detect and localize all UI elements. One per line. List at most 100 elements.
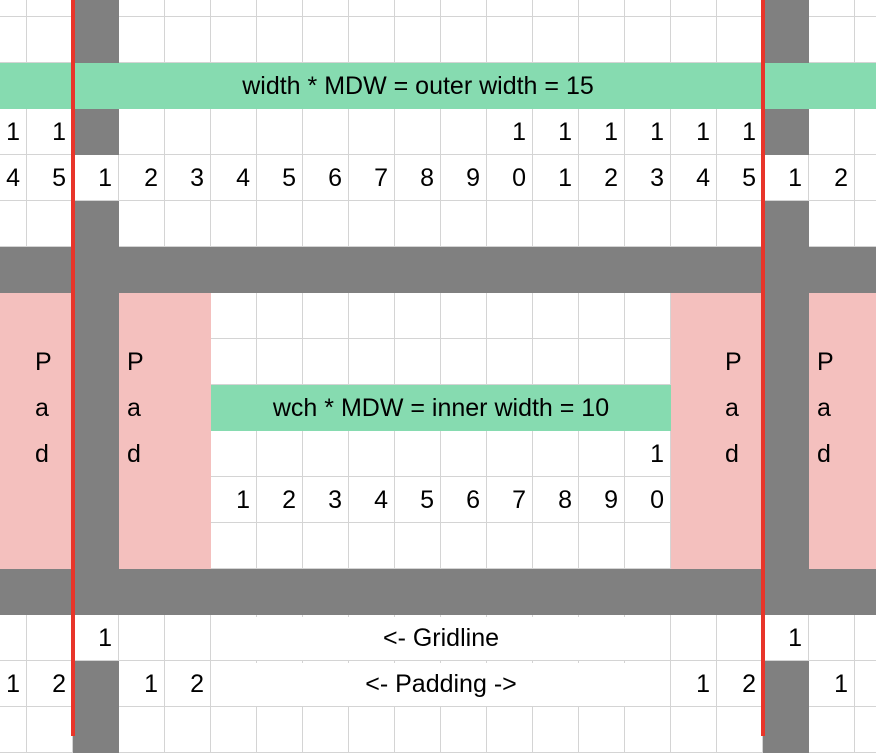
left-boundary-line [71, 0, 75, 736]
padding-label-cell: a [127, 394, 141, 422]
column-number-cell: 2 [52, 670, 66, 698]
column-number-cell: 2 [190, 670, 204, 698]
column-number-cell: 5 [52, 164, 66, 192]
inner-width-band [211, 385, 671, 431]
column-number-cell: 5 [420, 486, 434, 514]
merged-cell [212, 663, 670, 706]
right-boundary-line [761, 0, 765, 736]
merged-cell [212, 617, 670, 660]
column-number-cell: 1 [834, 670, 848, 698]
column-number-cell: 1 [236, 486, 250, 514]
column-number-cell: 2 [282, 486, 296, 514]
padding-label-cell: d [817, 440, 831, 468]
column-number-cell: 1 [558, 118, 572, 146]
gridline-gap-cell [73, 523, 119, 569]
column-number-cell: 4 [236, 164, 250, 192]
gridline-gap-cell [73, 293, 119, 339]
gridline-gap-cell [763, 477, 809, 523]
padding-label-cell: P [35, 348, 52, 376]
column-number-cell: 1 [742, 118, 756, 146]
column-number-cell: 1 [512, 118, 526, 146]
gridline-gap-cell [763, 339, 809, 385]
gridline-gap-cell [763, 109, 809, 155]
padding-block [119, 293, 211, 569]
column-number-cell: 0 [512, 164, 526, 192]
column-number-cell: 8 [420, 164, 434, 192]
padding-block [809, 293, 876, 569]
column-number-cell: 4 [6, 164, 20, 192]
padding-label-cell: a [35, 394, 49, 422]
padding-block [671, 293, 763, 569]
gridline-gap-cell [763, 707, 809, 753]
gridline-gap-cell [763, 385, 809, 431]
gridline-gap-cell [73, 109, 119, 155]
gridline-gap-cell [73, 707, 119, 753]
column-number-cell: 2 [834, 164, 848, 192]
gridline-gap-cell [73, 385, 119, 431]
padding-label-cell: a [817, 394, 831, 422]
padding-label-cell: P [127, 348, 144, 376]
padding-label: <- Padding -> [365, 670, 517, 698]
column-number-cell: 4 [374, 486, 388, 514]
gridline-gap-cell [763, 661, 809, 707]
column-number-cell: 1 [98, 164, 112, 192]
column-number-cell: 1 [6, 118, 20, 146]
gridline-gap-cell [763, 17, 809, 63]
padding-block [0, 293, 73, 569]
column-number-cell: 1 [144, 670, 158, 698]
outer-width-label: width * MDW = outer width = 15 [242, 72, 594, 100]
gridline-gap-row [0, 569, 876, 615]
column-number-cell: 1 [788, 164, 802, 192]
gridline-gap-cell [763, 431, 809, 477]
gridline-gap-cell [763, 523, 809, 569]
column-number-cell: 5 [742, 164, 756, 192]
column-number-cell: 9 [604, 486, 618, 514]
gridline-gap-row [0, 247, 876, 293]
column-number-cell: 1 [98, 624, 112, 652]
gridline-gap-cell [73, 201, 119, 247]
column-number-cell: 9 [466, 164, 480, 192]
column-number-cell: 1 [696, 118, 710, 146]
padding-label-cell: d [35, 440, 49, 468]
column-number-cell: 4 [696, 164, 710, 192]
column-number-cell: 1 [650, 118, 664, 146]
padding-label-cell: P [725, 348, 742, 376]
column-number-cell: 2 [144, 164, 158, 192]
column-number-cell: 8 [558, 486, 572, 514]
gridline-gap-cell [763, 201, 809, 247]
column-number-cell: 1 [696, 670, 710, 698]
padding-label-cell: d [127, 440, 141, 468]
gridline-label: <- Gridline [382, 624, 499, 652]
padding-label-cell: d [725, 440, 739, 468]
outer-width-band [0, 63, 876, 109]
column-number-cell: 3 [190, 164, 204, 192]
column-number-cell: 1 [558, 164, 572, 192]
column-number-cell: 5 [282, 164, 296, 192]
padding-label-cell: a [725, 394, 739, 422]
gridline-gap-cell [763, 293, 809, 339]
column-number-cell: 3 [328, 486, 342, 514]
column-number-cell: 1 [650, 440, 664, 468]
column-number-cell: 1 [6, 670, 20, 698]
gridline-gap-cell [73, 17, 119, 63]
column-number-cell: 1 [788, 624, 802, 652]
gridline-gap-cell [763, 0, 809, 17]
column-number-cell: 0 [650, 486, 664, 514]
column-number-cell: 2 [742, 670, 756, 698]
column-number-cell: 3 [650, 164, 664, 192]
column-number-cell: 2 [604, 164, 618, 192]
column-number-cell: 1 [604, 118, 618, 146]
inner-width-label: wch * MDW = inner width = 10 [272, 394, 610, 422]
padding-label-cell: P [817, 348, 834, 376]
gridline-gap-cell [73, 661, 119, 707]
gridline-gap-cell [73, 339, 119, 385]
gridline-gap-cell [73, 431, 119, 477]
column-number-cell: 7 [374, 164, 388, 192]
gridline-gap-cell [73, 477, 119, 523]
column-number-cell: 7 [512, 486, 526, 514]
column-number-cell: 6 [328, 164, 342, 192]
column-number-cell: 1 [52, 118, 66, 146]
gridline-gap-cell [73, 0, 119, 17]
column-number-cell: 6 [466, 486, 480, 514]
